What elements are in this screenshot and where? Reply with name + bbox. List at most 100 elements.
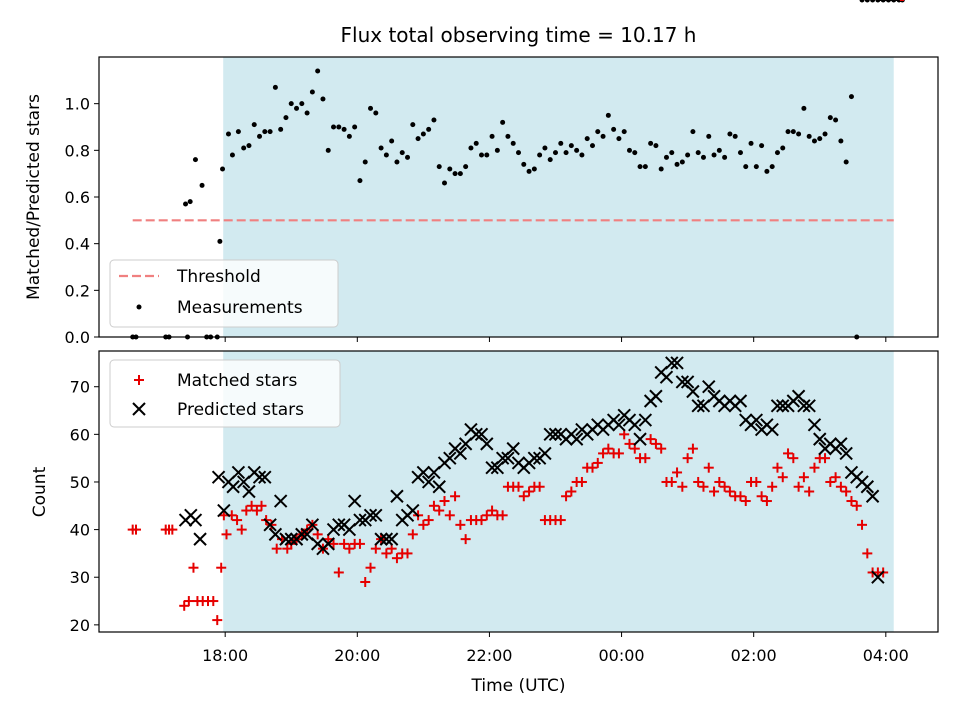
measurement-point xyxy=(426,126,432,132)
predicted-star-point xyxy=(485,460,499,475)
measurement-point xyxy=(600,133,606,139)
measurement-point xyxy=(706,133,712,139)
predicted-star-point xyxy=(474,427,489,442)
predicted-star-point xyxy=(295,527,309,542)
matched-star-point xyxy=(666,476,677,487)
measurement-point xyxy=(648,140,654,146)
measurement-point xyxy=(822,131,828,137)
matched-star-point xyxy=(672,467,683,478)
measurement-point xyxy=(526,168,532,174)
matched-star-point xyxy=(851,500,862,511)
predicted-star-point xyxy=(188,513,203,527)
matched-star-point xyxy=(682,453,693,464)
matched-star-point xyxy=(777,472,788,483)
predicted-stars-series xyxy=(178,0,900,584)
predicted-star-point xyxy=(495,451,510,465)
matched-star-point xyxy=(783,448,794,459)
measurement-point xyxy=(605,112,611,118)
matched-star-point xyxy=(841,486,852,497)
predicted-star-point xyxy=(633,432,647,446)
predicted-star-point xyxy=(379,532,394,546)
matched-star-point xyxy=(592,457,603,468)
measurement-point xyxy=(637,164,643,170)
measurement-point xyxy=(187,199,193,205)
measurement-point xyxy=(352,124,358,130)
measurement-point xyxy=(769,164,775,170)
predicted-star-point xyxy=(569,432,584,446)
matched-star-point xyxy=(339,538,350,549)
measurement-point xyxy=(685,152,691,158)
matched-star-point xyxy=(751,476,762,487)
measurement-point xyxy=(357,178,363,184)
matched-star-point xyxy=(450,491,461,502)
matched-star-point xyxy=(772,462,783,473)
matched-star-point xyxy=(603,443,614,454)
measurement-point xyxy=(494,147,500,153)
predicted-legend-swatch xyxy=(132,402,146,416)
measurement-point xyxy=(653,143,659,149)
top-y-tick-label: 0.0 xyxy=(65,328,90,347)
measurement-point xyxy=(383,152,389,158)
matched-star-point xyxy=(587,462,598,473)
matched-star-point xyxy=(555,515,566,526)
predicted-star-point xyxy=(871,570,885,584)
matched-star-point xyxy=(677,481,688,492)
measurement-point xyxy=(235,129,241,135)
measurement-point xyxy=(563,150,569,156)
matched-star-point xyxy=(650,438,661,449)
measurement-point xyxy=(225,131,231,137)
matched-star-point xyxy=(640,453,651,464)
measurement-point xyxy=(288,101,294,107)
matched-star-point xyxy=(391,553,402,564)
x-tick-label: 02:00 xyxy=(731,646,777,665)
measurement-point xyxy=(309,89,315,95)
measurement-point xyxy=(457,171,463,177)
matched-star-point xyxy=(820,453,831,464)
measurement-point xyxy=(579,152,585,158)
measurement-point xyxy=(299,101,305,107)
top-panel: 0.0 0.2 0.4 0.6 0.8 1.0 Matched/Predicted sta… xyxy=(24,0,939,347)
measurement-point xyxy=(389,138,395,144)
top-y-tick-label: 0.8 xyxy=(65,141,90,160)
predicted-star-point xyxy=(675,375,690,389)
predicted-star-point xyxy=(231,465,246,480)
measurement-point xyxy=(790,129,796,135)
top-legend-box xyxy=(109,259,339,328)
predicted-star-point xyxy=(305,518,320,532)
matched-star-point xyxy=(534,481,545,492)
bottom-y-tick-label: 70 xyxy=(70,378,90,397)
matched-star-point xyxy=(418,519,429,530)
predicted-star-point xyxy=(384,532,399,546)
measurement-point xyxy=(621,129,627,135)
matched-star-point xyxy=(804,486,815,497)
predicted-star-point xyxy=(347,494,362,508)
top-y-axis-label: Matched/Predicted stars xyxy=(24,94,44,300)
matched-star-point xyxy=(830,472,841,483)
matched-star-point xyxy=(862,548,873,559)
matched-star-point xyxy=(439,496,450,507)
predicted-star-point xyxy=(469,427,483,442)
predicted-star-point xyxy=(490,460,505,475)
measurement-point xyxy=(674,161,680,167)
threshold-legend-label: Threshold xyxy=(176,267,261,287)
measurement-point xyxy=(711,152,717,158)
measurement-point xyxy=(272,84,278,90)
measurement-point xyxy=(489,133,495,139)
measurement-point xyxy=(801,105,807,111)
measurement-point xyxy=(537,152,543,158)
predicted-star-point xyxy=(374,532,388,546)
measurement-point xyxy=(848,94,854,100)
predicted-star-point xyxy=(273,494,288,508)
measurement-point xyxy=(362,159,368,165)
matched-star-point xyxy=(497,510,508,521)
bottom-legend-box xyxy=(109,359,341,428)
measurement-point xyxy=(220,166,226,172)
matched-star-point xyxy=(183,596,194,607)
matched-star-point xyxy=(256,500,267,511)
measurement-point xyxy=(663,154,669,160)
bottom-x-ticks: 18:00 20:00 22:00 00:00 02:00 04:00 xyxy=(202,632,909,665)
measurement-point xyxy=(811,138,817,144)
measurement-point xyxy=(827,115,833,121)
matched-star-point xyxy=(724,486,735,497)
measurement-point xyxy=(669,150,675,156)
